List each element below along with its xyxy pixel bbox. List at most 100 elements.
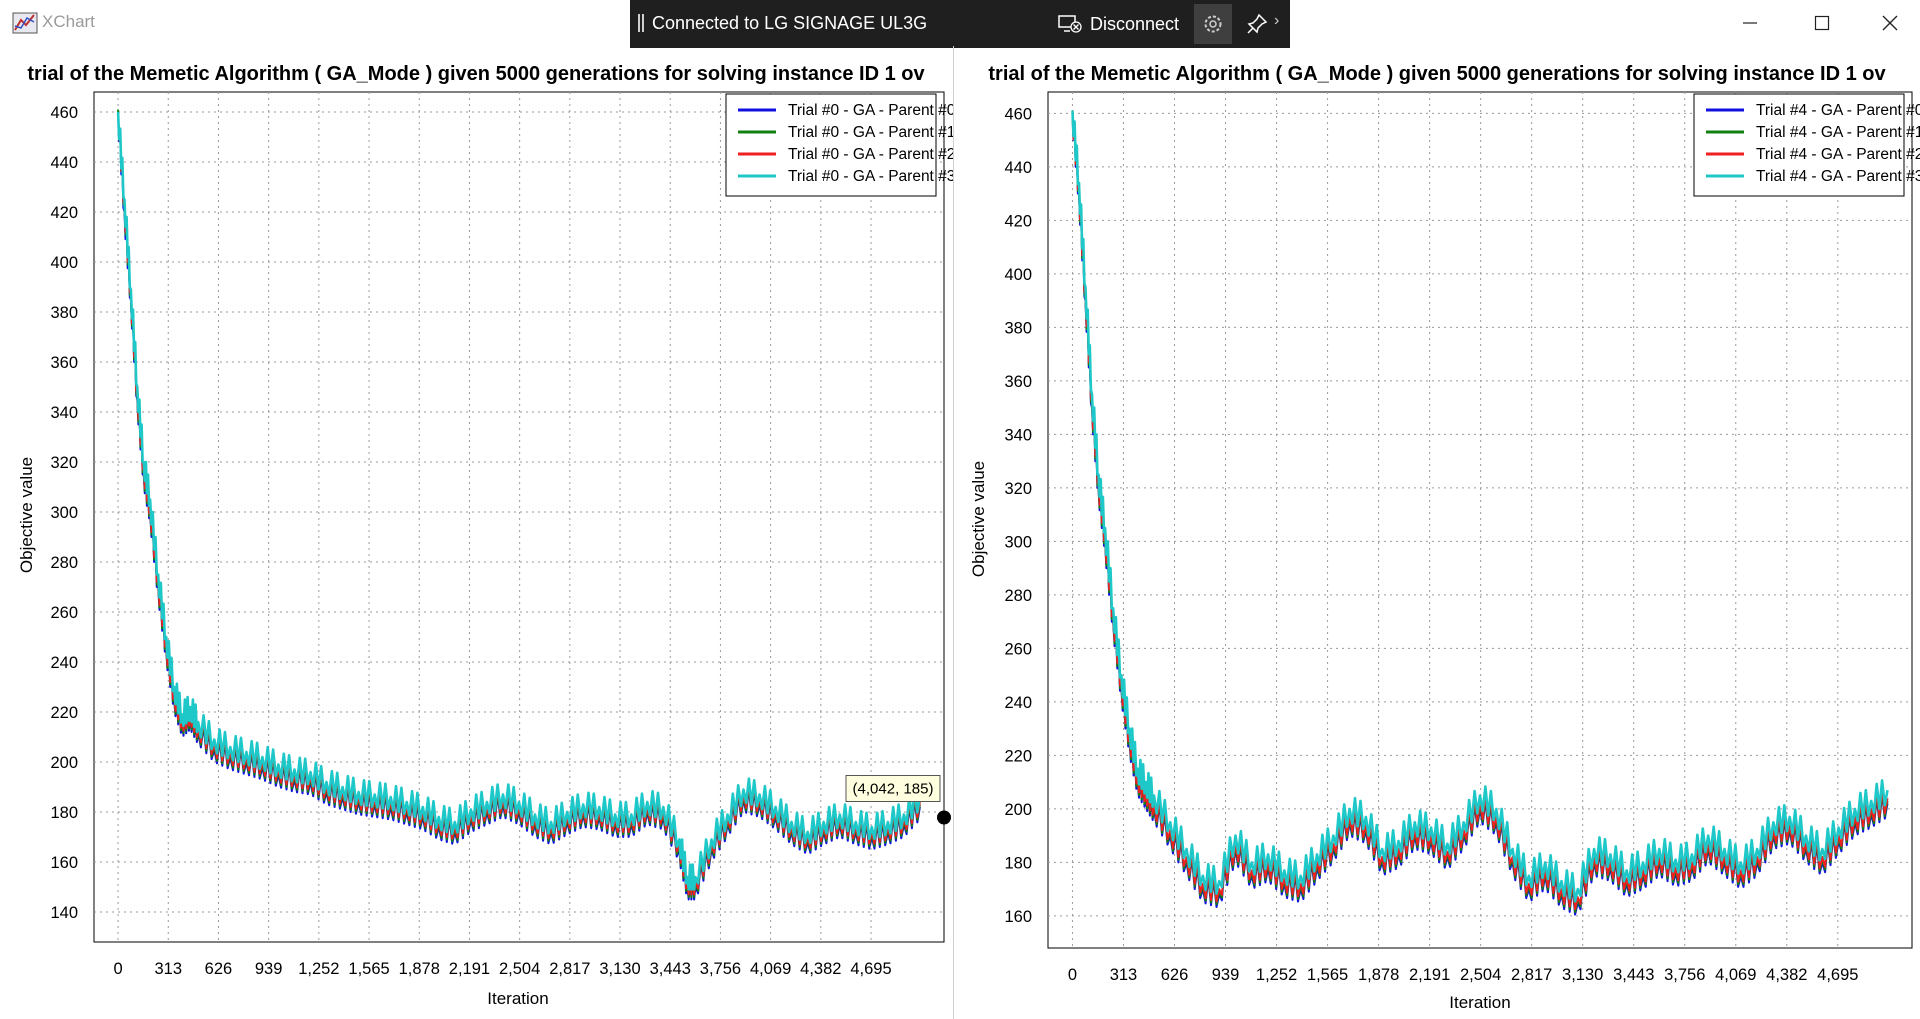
x-tick-label: 0 bbox=[113, 960, 122, 978]
legend-box bbox=[725, 93, 937, 197]
y-tick-label: 200 bbox=[50, 754, 78, 772]
minimize-button[interactable] bbox=[1720, 0, 1780, 46]
connection-status: Connected to LG SIGNAGE UL3G bbox=[652, 13, 928, 33]
y-tick-label: 160 bbox=[50, 854, 78, 872]
x-tick-label: 1,878 bbox=[1358, 966, 1399, 984]
y-tick-label: 320 bbox=[50, 454, 78, 472]
y-tick-label: 160 bbox=[1004, 908, 1032, 926]
series-line-parent-1 bbox=[1071, 110, 1889, 913]
y-tick-label: 400 bbox=[50, 254, 78, 272]
y-tick-label: 340 bbox=[50, 404, 78, 422]
y-tick-labels: 140 160 180 200 220 240 260 280 300 320 340 360 380 4… bbox=[50, 104, 78, 922]
x-tick-label: 3,443 bbox=[1613, 966, 1654, 984]
y-tick-label: 320 bbox=[1004, 480, 1032, 498]
series-lines bbox=[116, 109, 922, 901]
x-tick-label: 626 bbox=[1161, 966, 1189, 984]
x-tick-label: 3,443 bbox=[650, 960, 691, 978]
tooltip-text: (4,042, 185) bbox=[853, 781, 934, 798]
x-tick-label: 939 bbox=[1212, 966, 1240, 984]
disconnect-icon bbox=[1058, 15, 1082, 33]
x-tick-label: 2,817 bbox=[549, 960, 590, 978]
y-tick-label: 280 bbox=[50, 554, 78, 572]
disconnect-button[interactable]: Disconnect bbox=[1058, 0, 1179, 48]
y-tick-label: 300 bbox=[1004, 533, 1032, 551]
x-tick-label: 1,878 bbox=[399, 960, 440, 978]
x-tick-label: 313 bbox=[154, 960, 182, 978]
disconnect-label: Disconnect bbox=[1090, 13, 1180, 34]
x-tick-label: 2,191 bbox=[449, 960, 490, 978]
x-tick-label: 1,252 bbox=[1256, 966, 1297, 984]
x-tick-label: 3,756 bbox=[700, 960, 741, 978]
x-tick-label: 2,817 bbox=[1511, 966, 1552, 984]
legend-entry: Trial #4 - GA - Parent #3 bbox=[1756, 168, 1920, 185]
x-tick-label: 939 bbox=[255, 960, 283, 978]
y-tick-label: 240 bbox=[1004, 694, 1032, 712]
y-tick-label: 460 bbox=[50, 104, 78, 122]
y-tick-label: 180 bbox=[1004, 854, 1032, 872]
xchart-app-icon bbox=[12, 12, 38, 34]
y-tick-label: 340 bbox=[1004, 426, 1032, 444]
series-line-parent-3 bbox=[1071, 110, 1889, 903]
legend: Trial #4 - GA - Parent #0 Trial #4 - GA -… bbox=[1693, 93, 1920, 197]
y-tick-label: 360 bbox=[1004, 373, 1032, 391]
grip-icon[interactable] bbox=[638, 14, 644, 32]
y-tick-label: 260 bbox=[1004, 640, 1032, 658]
legend-entry: Trial #0 - GA - Parent #3 bbox=[788, 168, 953, 185]
connection-bar: Connected to LG SIGNAGE UL3G Disconnect bbox=[630, 0, 1290, 48]
y-tick-label: 440 bbox=[1004, 159, 1032, 177]
legend: Trial #0 - GA - Parent #0 Trial #0 - GA -… bbox=[725, 93, 953, 197]
x-axis-title: Iteration bbox=[487, 989, 548, 1008]
y-tick-label: 220 bbox=[1004, 747, 1032, 765]
x-tick-label: 4,695 bbox=[1817, 966, 1858, 984]
chevron-right-icon[interactable]: › bbox=[1274, 12, 1280, 29]
legend-entry: Trial #4 - GA - Parent #1 bbox=[1756, 124, 1920, 141]
pin-button[interactable] bbox=[1240, 4, 1274, 44]
x-tick-labels: 0 313 626 939 1,252 1,565 1,878 2,191 2,504 2,817… bbox=[113, 960, 891, 978]
close-icon bbox=[1882, 15, 1898, 31]
plot-area bbox=[1047, 91, 1913, 949]
y-tick-label: 200 bbox=[1004, 801, 1032, 819]
x-tick-label: 2,504 bbox=[499, 960, 540, 978]
x-tick-label: 3,130 bbox=[599, 960, 640, 978]
x-tick-label: 4,382 bbox=[1766, 966, 1807, 984]
x-tick-label: 4,382 bbox=[800, 960, 841, 978]
maximize-button[interactable] bbox=[1792, 0, 1852, 46]
legend-entry: Trial #4 - GA - Parent #0 bbox=[1756, 102, 1920, 119]
y-tick-label: 240 bbox=[50, 654, 78, 672]
x-tick-label: 626 bbox=[205, 960, 233, 978]
tooltip-box bbox=[845, 775, 941, 802]
chart-title: trial of the Memetic Algorithm ( GA_Mode… bbox=[27, 63, 925, 85]
y-tick-label: 420 bbox=[1004, 212, 1032, 230]
y-tick-label: 220 bbox=[50, 704, 78, 722]
series-line-parent-0 bbox=[117, 111, 921, 901]
y-tick-label: 180 bbox=[50, 804, 78, 822]
x-tick-labels: 0 313 626 939 1,252 1,565 1,878 2,191 2,504 2,817… bbox=[1068, 966, 1859, 984]
x-tick-label: 2,504 bbox=[1460, 966, 1501, 984]
legend-entry: Trial #4 - GA - Parent #2 bbox=[1756, 146, 1920, 163]
x-tick-label: 2,191 bbox=[1409, 966, 1450, 984]
series-line-parent-2 bbox=[117, 111, 921, 896]
x-tick-label: 1,252 bbox=[298, 960, 339, 978]
x-tick-label: 0 bbox=[1068, 966, 1077, 984]
x-tick-label: 3,130 bbox=[1562, 966, 1603, 984]
x-tick-label: 3,756 bbox=[1664, 966, 1705, 984]
chart-title: trial of the Memetic Algorithm ( GA_Mode… bbox=[988, 63, 1886, 85]
pin-icon bbox=[1247, 13, 1268, 34]
x-tick-label: 1,565 bbox=[348, 960, 389, 978]
y-tick-label: 360 bbox=[50, 354, 78, 372]
settings-button[interactable] bbox=[1194, 4, 1232, 44]
y-axis-title: Objective value bbox=[969, 461, 988, 577]
series-line-parent-2 bbox=[1071, 113, 1889, 911]
tooltip-marker bbox=[937, 810, 951, 825]
close-button[interactable] bbox=[1860, 0, 1920, 46]
legend-entry: Trial #0 - GA - Parent #1 bbox=[788, 124, 953, 141]
y-tick-label: 400 bbox=[1004, 266, 1032, 284]
x-tick-label: 4,069 bbox=[750, 960, 791, 978]
y-tick-label: 280 bbox=[1004, 587, 1032, 605]
y-tick-label: 300 bbox=[50, 504, 78, 522]
minimize-icon bbox=[1743, 22, 1757, 24]
chart-left: trial of the Memetic Algorithm ( GA_Mode… bbox=[17, 63, 953, 1008]
series-line-parent-1 bbox=[117, 109, 921, 898]
x-tick-label: 1,565 bbox=[1307, 966, 1348, 984]
